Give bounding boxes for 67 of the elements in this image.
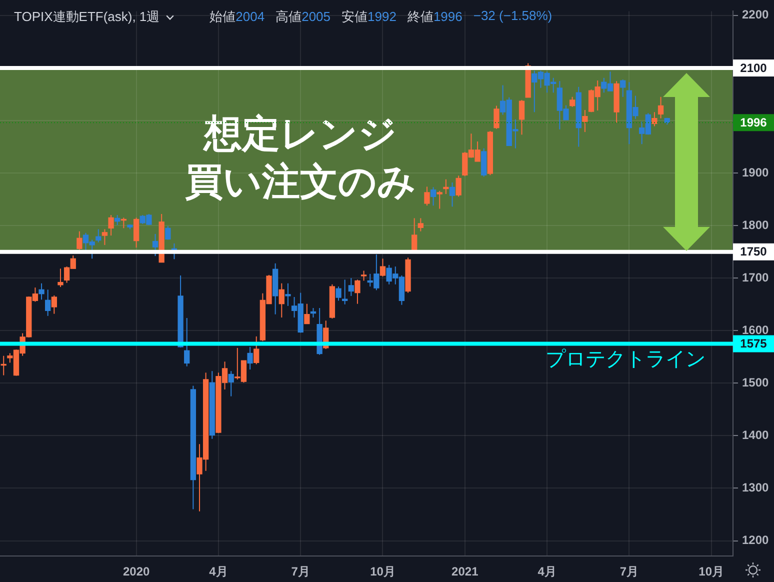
annotation: 始値2004: [210, 9, 265, 24]
candlestick: [38, 282, 44, 300]
candlestick: [620, 78, 626, 98]
y-tick-label: 1400: [742, 428, 770, 442]
y-tick-label: 1600: [742, 322, 770, 337]
candlestick: [152, 233, 158, 257]
ref-line-label: 1996: [740, 115, 768, 130]
candlestick: [424, 186, 430, 206]
y-tick-label: 1300: [742, 480, 770, 495]
x-tick-label: 10月: [698, 564, 724, 579]
candlestick: [336, 286, 342, 302]
candlestick: [360, 270, 367, 282]
x-tick-label: 10月: [370, 564, 396, 579]
ref-line-label: 2100: [740, 60, 768, 75]
annotation: 終値1996: [407, 9, 462, 24]
candlestick: [652, 112, 658, 127]
y-tick-label: 1700: [742, 270, 770, 284]
candlestick: [254, 336, 260, 365]
chart-title: TOPIX連動ETF(ask), 1週: [14, 8, 160, 26]
x-tick-label: 7月: [620, 564, 639, 579]
candlestick: [133, 217, 140, 248]
x-tick-label: 7月: [291, 564, 310, 579]
candlestick: [108, 214, 114, 236]
candlestick: [348, 278, 354, 296]
candlestick: [165, 226, 171, 240]
x-tick-label: 2021: [452, 564, 479, 579]
annotation: 安値1992: [342, 9, 396, 24]
candlestick: [228, 370, 234, 397]
ref-line-label: 1750: [740, 244, 768, 259]
candlestick: [114, 214, 120, 226]
band-label: 想定レンジ買い注文のみ: [185, 112, 416, 204]
candlestick: [285, 282, 291, 306]
candlestick: [76, 230, 82, 250]
candlestick: [278, 282, 284, 318]
candlestick: [449, 182, 456, 208]
y-tick-label: 2200: [742, 8, 770, 22]
candlestick: [518, 99, 525, 136]
x-tick-label: 2020: [122, 564, 150, 579]
candlestick: [102, 228, 108, 246]
candlestick: [184, 318, 190, 367]
candlestick: [443, 178, 449, 195]
ref-line-label: 1575: [740, 336, 768, 351]
candlestick: [658, 96, 664, 119]
candlestick: [418, 218, 424, 232]
x-tick-label: 4月: [538, 564, 556, 579]
candlestick: [354, 279, 360, 304]
x-tick-label: 4月: [209, 564, 228, 579]
candlestick: [569, 96, 576, 108]
annotation: −32 (−1.58%): [473, 8, 552, 23]
candlestick: [51, 294, 57, 314]
candlestick: [582, 109, 588, 133]
y-tick-label: 1800: [742, 218, 770, 232]
candlestick: [247, 346, 253, 370]
y-tick-label: 1200: [742, 533, 770, 548]
candlestick: [304, 303, 310, 324]
candlestick: [494, 105, 500, 130]
candlestick: [45, 289, 51, 316]
y-tick-label: 1500: [742, 375, 770, 390]
y-tick-label: 1900: [742, 165, 770, 180]
annotation: プロテクトライン: [546, 348, 706, 370]
candlestick: [96, 228, 102, 243]
candlestick: [430, 186, 436, 206]
candlestick: [436, 190, 442, 210]
candlestick: [456, 175, 462, 198]
candlestick: [380, 258, 386, 278]
candlestick: [58, 268, 64, 288]
annotation: 高値2005: [276, 9, 331, 24]
